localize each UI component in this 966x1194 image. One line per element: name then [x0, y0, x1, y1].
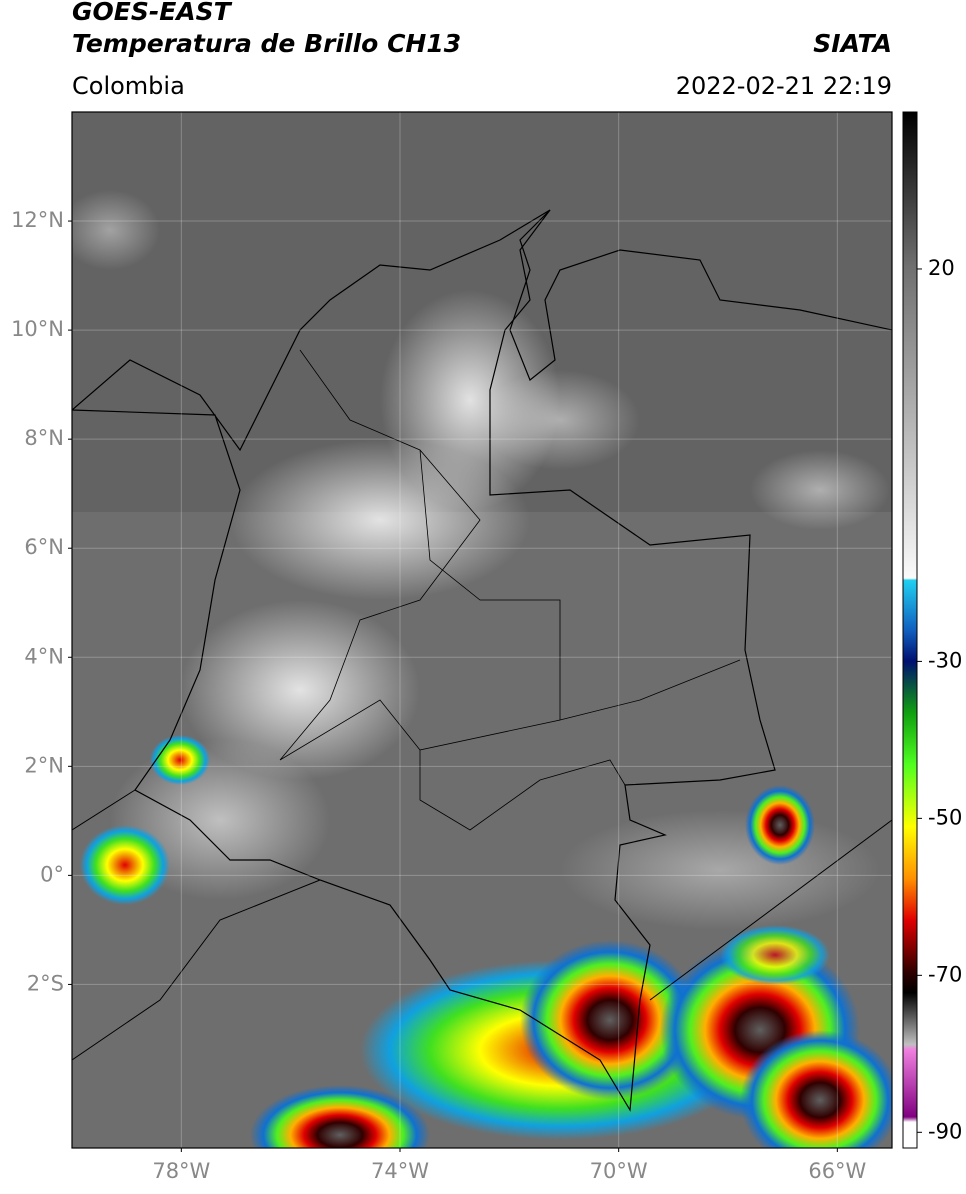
lat-tick-label: 8°N: [24, 426, 64, 450]
source: SIATA: [813, 29, 892, 58]
satellite-image: [72, 112, 892, 1148]
lat-tick-label: 2°N: [24, 753, 64, 777]
subtitle: Temperatura de Brillo CH13: [72, 29, 461, 58]
lon-tick-label: 74°W: [371, 1159, 429, 1183]
lon-tick-label: 70°W: [590, 1159, 648, 1183]
lat-tick-label: 2°S: [27, 971, 64, 995]
colorbar-tick-label: -50: [928, 805, 962, 829]
lat-tick-label: 6°N: [24, 535, 64, 559]
lon-tick-label: 66°W: [808, 1159, 866, 1183]
map-frame: [71, 111, 893, 1149]
colorbar-tick-label: -30: [928, 648, 962, 672]
datetime: 2022-02-21 22:19: [676, 72, 892, 100]
lat-tick-label: 0°: [40, 862, 64, 886]
lat-tick-label: 4°N: [24, 644, 64, 668]
colorbar-tick-label: -70: [928, 962, 962, 986]
region: Colombia: [72, 72, 185, 100]
lon-tick-label: 78°W: [152, 1159, 210, 1183]
colorbar-tick-label: 20: [928, 256, 955, 280]
lat-tick-label: 10°N: [11, 317, 64, 341]
colorbar-tick-label: -90: [928, 1119, 962, 1143]
lat-tick-label: 12°N: [11, 208, 64, 232]
title: GOES-EAST: [72, 0, 233, 26]
colorbar: [902, 111, 918, 1149]
